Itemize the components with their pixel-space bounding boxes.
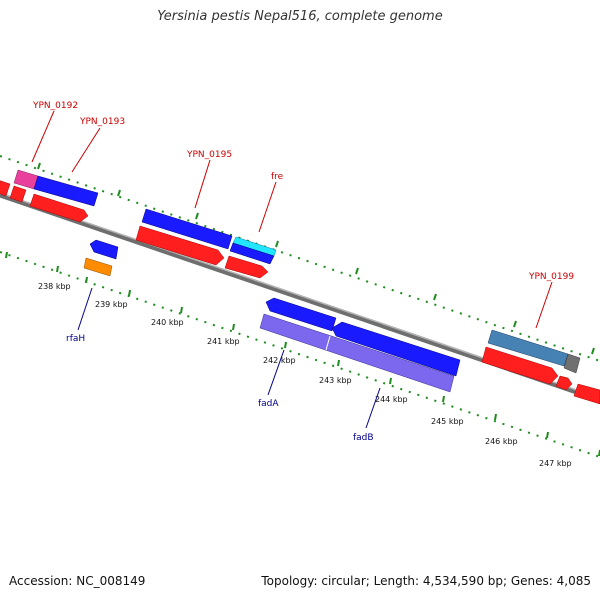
tick-label: 240 kbp (151, 318, 184, 327)
tick-label: 246 kbp (485, 437, 518, 446)
gene-arrow[interactable] (9, 185, 27, 203)
tick-label: 247 kbp (539, 459, 572, 468)
outer-ticks (37, 162, 595, 355)
map-title: Yersinia pestis Nepal516, complete genom… (157, 9, 443, 24)
gene-arrow[interactable] (224, 255, 269, 279)
label-ypn0195[interactable]: YPN_0195 (186, 150, 232, 160)
gene-arrow[interactable] (573, 383, 600, 405)
label-fadb[interactable]: fadB (353, 433, 374, 443)
tick-label: 242 kbp (263, 356, 296, 365)
gene-box-ypn0192[interactable] (13, 169, 39, 190)
topology-text: Topology: circular; Length: 4,534,590 bp… (261, 574, 591, 588)
label-ypn0192[interactable]: YPN_0192 (32, 101, 78, 111)
gene-box-rfah[interactable] (83, 257, 113, 277)
gene-arrow-rfah[interactable] (89, 239, 119, 260)
reverse-features (83, 239, 461, 393)
gene-box-ypn0193[interactable] (33, 175, 99, 207)
tick-label: 239 kbp (95, 300, 128, 309)
forward-features (0, 169, 600, 405)
gene-box-fadb[interactable] (259, 313, 455, 393)
gene-arrow[interactable] (555, 375, 573, 391)
tick-label: 238 kbp (38, 282, 71, 291)
label-fre[interactable]: fre (271, 172, 284, 182)
label-ypn0193[interactable]: YPN_0193 (79, 117, 125, 127)
gene-arrow-fadb[interactable] (331, 321, 461, 377)
gene-arrow-fada[interactable] (265, 297, 337, 332)
gene-arrow[interactable] (229, 242, 275, 265)
gene-arrow[interactable] (481, 346, 559, 385)
gene-box-ypn0195[interactable] (141, 208, 233, 250)
tick-label: 244 kbp (375, 395, 408, 404)
tick-labels: 238 kbp 239 kbp 240 kbp 241 kbp 242 kbp … (38, 282, 572, 468)
gene-arrow[interactable] (135, 225, 225, 266)
label-fada[interactable]: fadA (258, 399, 279, 409)
label-ypn0199[interactable]: YPN_0199 (528, 272, 574, 282)
label-rfah[interactable]: rfaH (66, 334, 85, 344)
tick-label: 245 kbp (431, 417, 464, 426)
tick-label: 241 kbp (207, 337, 240, 346)
gene-box[interactable] (563, 353, 581, 374)
gene-arrow[interactable] (0, 180, 11, 197)
accession-text: Accession: NC_008149 (9, 574, 146, 588)
gene-box-ypn0199[interactable] (487, 329, 569, 367)
gene-arrow[interactable] (29, 193, 89, 223)
inner-ticks (5, 251, 600, 457)
tick-label: 243 kbp (319, 376, 352, 385)
feature-labels: YPN_0192 YPN_0193 YPN_0195 fre YPN_0199 … (31, 101, 574, 443)
